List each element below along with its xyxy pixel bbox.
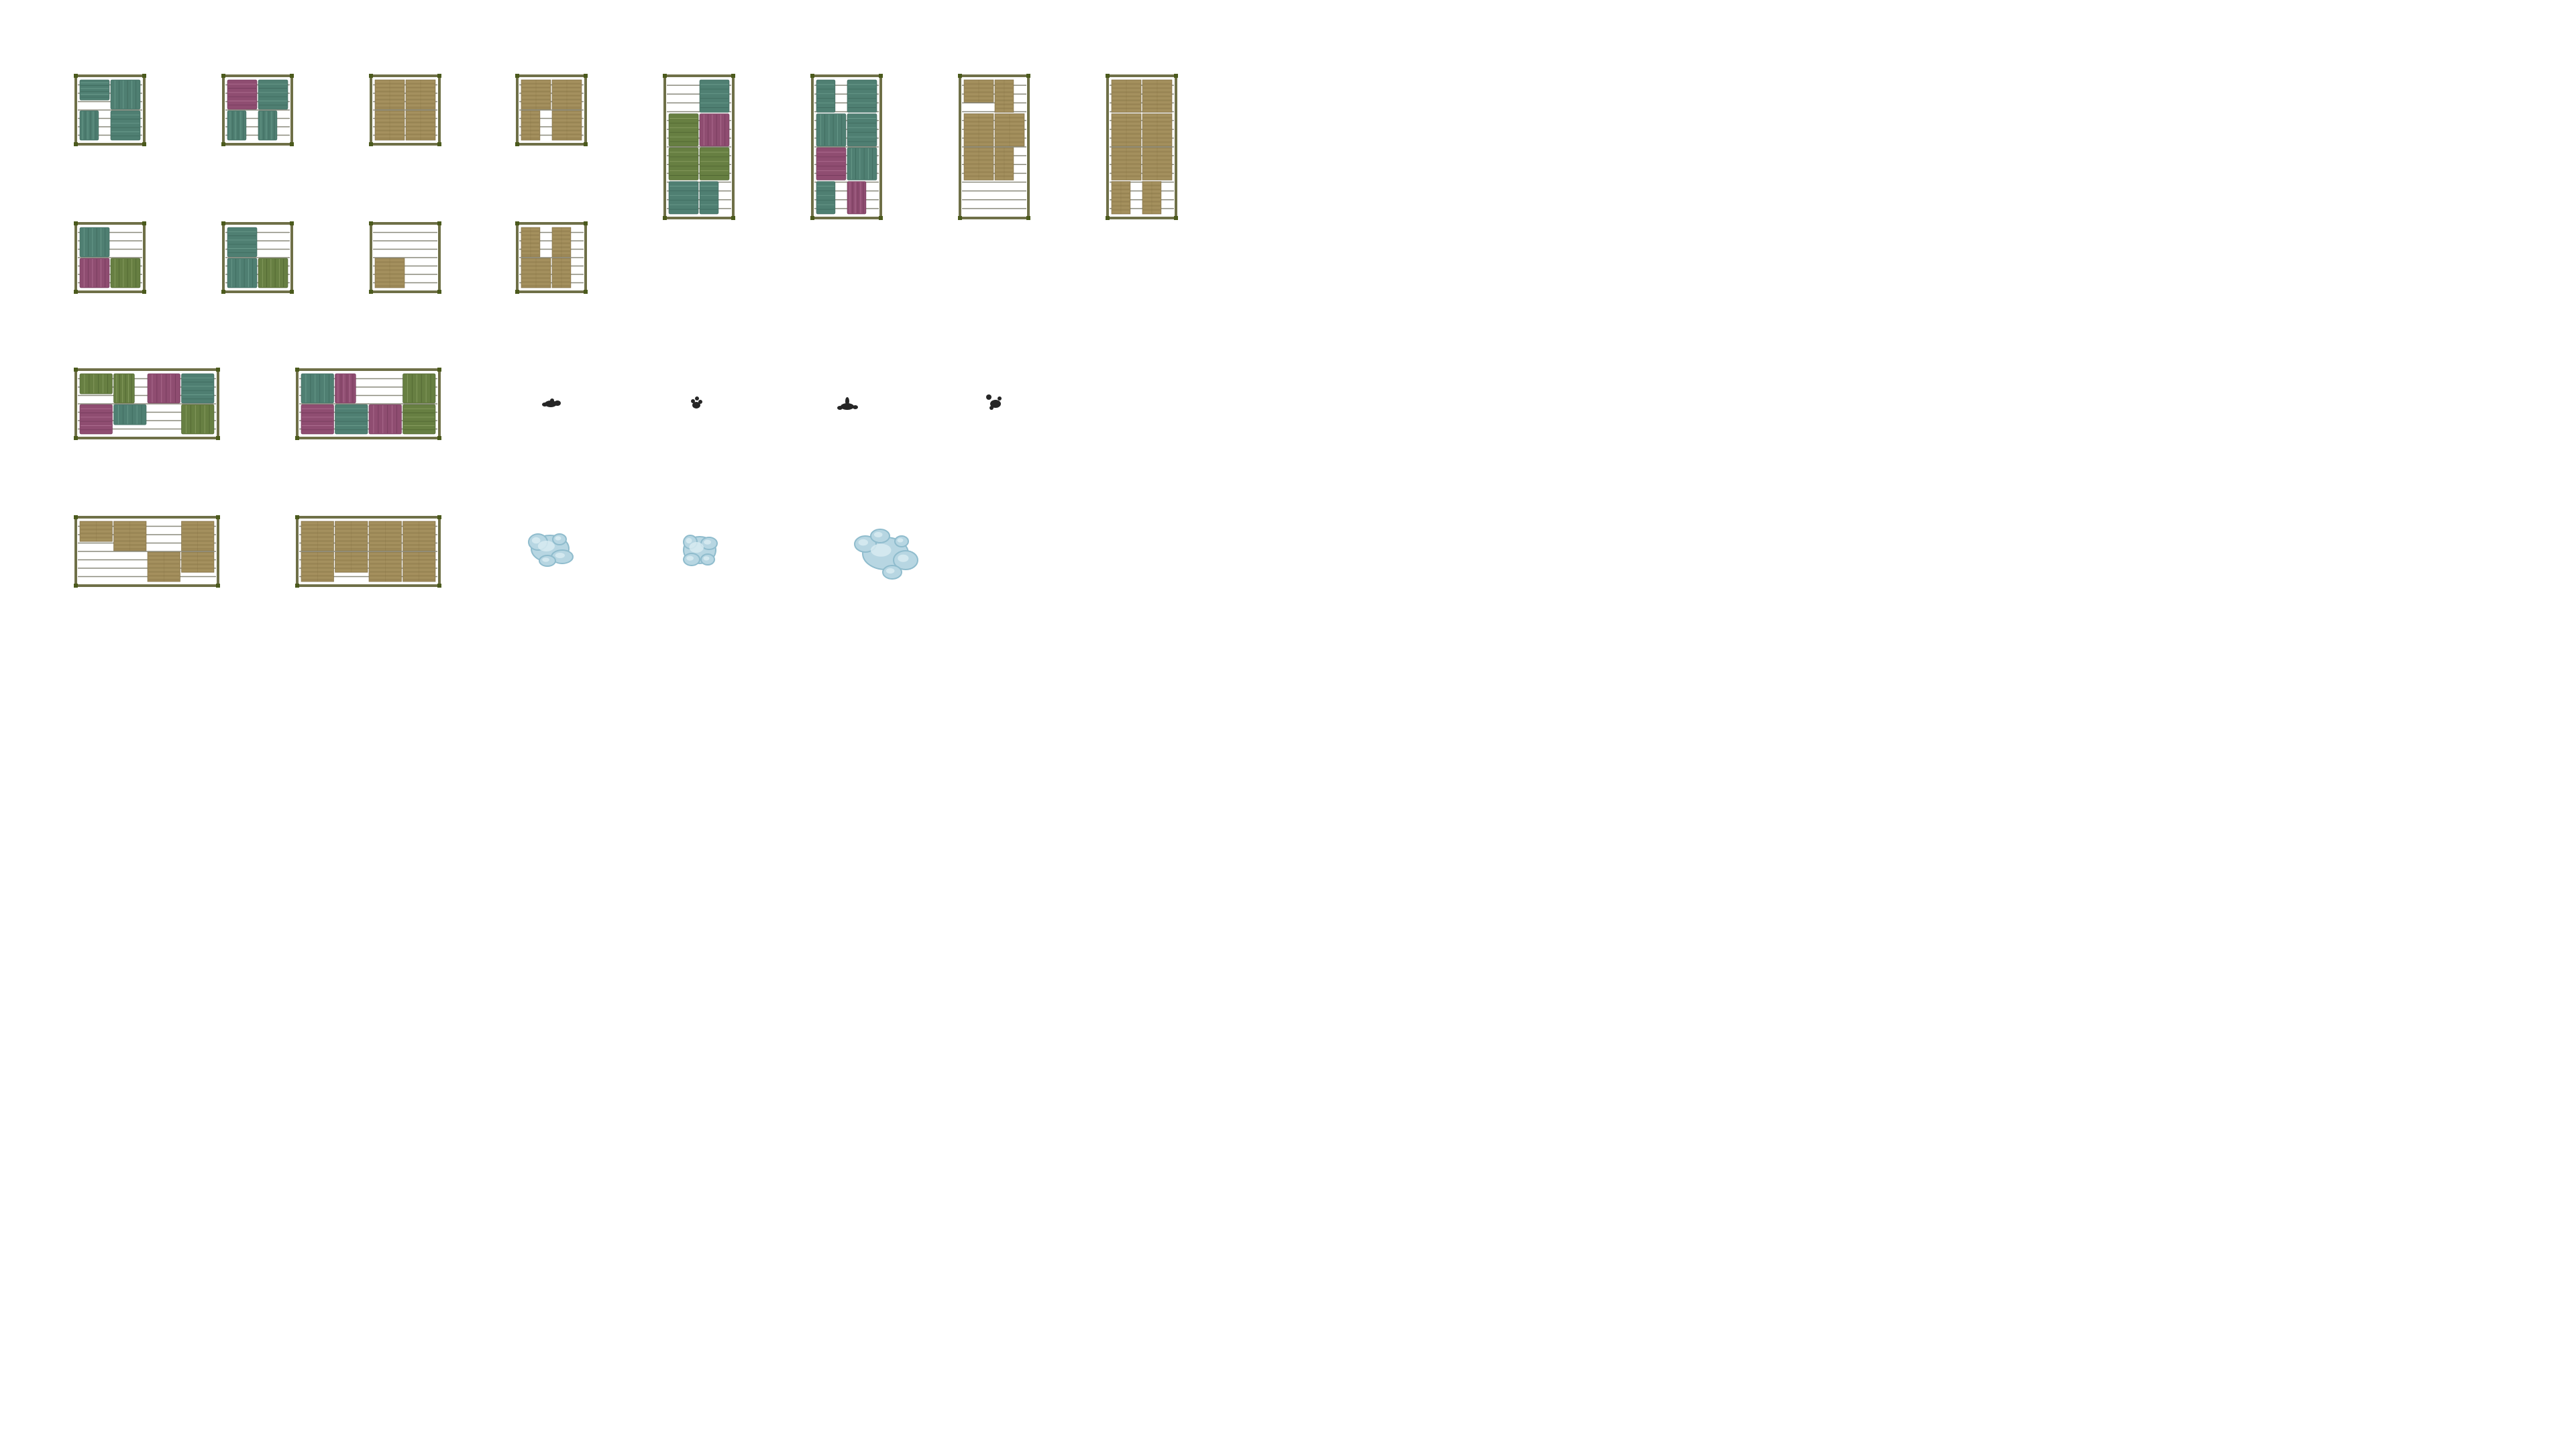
shelf-small-books-c-graphic bbox=[74, 221, 146, 294]
shelf-small-books-a-graphic bbox=[74, 74, 146, 146]
shelf-tall-boxes-a-graphic bbox=[958, 74, 1030, 220]
shelf-tall-books-b bbox=[810, 74, 883, 220]
shelf-small-boxes-b-graphic bbox=[515, 74, 588, 146]
shelf-tall-boxes-a bbox=[958, 74, 1030, 220]
ink-blot-a bbox=[534, 392, 568, 416]
ink-blot-d-graphic bbox=[986, 394, 1002, 410]
water-puddle-b bbox=[672, 525, 727, 576]
shelf-tall-books-b-graphic bbox=[810, 74, 883, 220]
shelf-small-boxes-a-graphic bbox=[369, 74, 441, 146]
water-puddle-a-graphic bbox=[528, 533, 574, 567]
shelf-wide-books-b bbox=[295, 368, 441, 440]
shelf-small-books-c bbox=[74, 221, 146, 294]
shelf-small-books-b-graphic bbox=[221, 74, 294, 146]
ink-blot-c bbox=[830, 389, 864, 419]
shelf-small-boxes-b bbox=[515, 74, 588, 146]
shelf-small-books-a bbox=[74, 74, 146, 146]
shelf-wide-books-a-graphic bbox=[74, 368, 220, 440]
shelf-small-boxes-d bbox=[515, 221, 588, 294]
shelf-small-boxes-d-graphic bbox=[515, 221, 588, 294]
shelf-wide-boxes-a-graphic bbox=[74, 515, 220, 588]
water-puddle-a bbox=[514, 521, 586, 577]
shelf-wide-boxes-a bbox=[74, 515, 220, 588]
shelf-wide-books-a bbox=[74, 368, 220, 440]
shelf-tall-boxes-b bbox=[1106, 74, 1178, 220]
ink-blot-a-graphic bbox=[542, 398, 561, 407]
shelf-small-boxes-c bbox=[369, 221, 441, 294]
ink-blot-b bbox=[683, 392, 710, 416]
shelf-small-books-b bbox=[221, 74, 294, 146]
shelf-wide-boxes-b-graphic bbox=[295, 515, 441, 588]
shelf-wide-books-b-graphic bbox=[295, 368, 441, 440]
shelf-small-books-d-graphic bbox=[221, 221, 294, 294]
water-puddle-b-graphic bbox=[683, 535, 718, 566]
shelf-small-books-d bbox=[221, 221, 294, 294]
water-puddle-c-graphic bbox=[854, 529, 918, 580]
ink-blot-d bbox=[978, 388, 1010, 417]
ink-blot-c-graphic bbox=[837, 397, 858, 410]
shelf-small-boxes-c-graphic bbox=[369, 221, 441, 294]
water-puddle-c bbox=[843, 522, 928, 585]
shelf-wide-boxes-b bbox=[295, 515, 441, 588]
shelf-tall-boxes-b-graphic bbox=[1106, 74, 1178, 220]
shelf-tall-books-a bbox=[663, 74, 735, 220]
shelf-tall-books-a-graphic bbox=[663, 74, 735, 220]
shelf-small-boxes-a bbox=[369, 74, 441, 146]
ink-blot-b-graphic bbox=[691, 396, 702, 409]
